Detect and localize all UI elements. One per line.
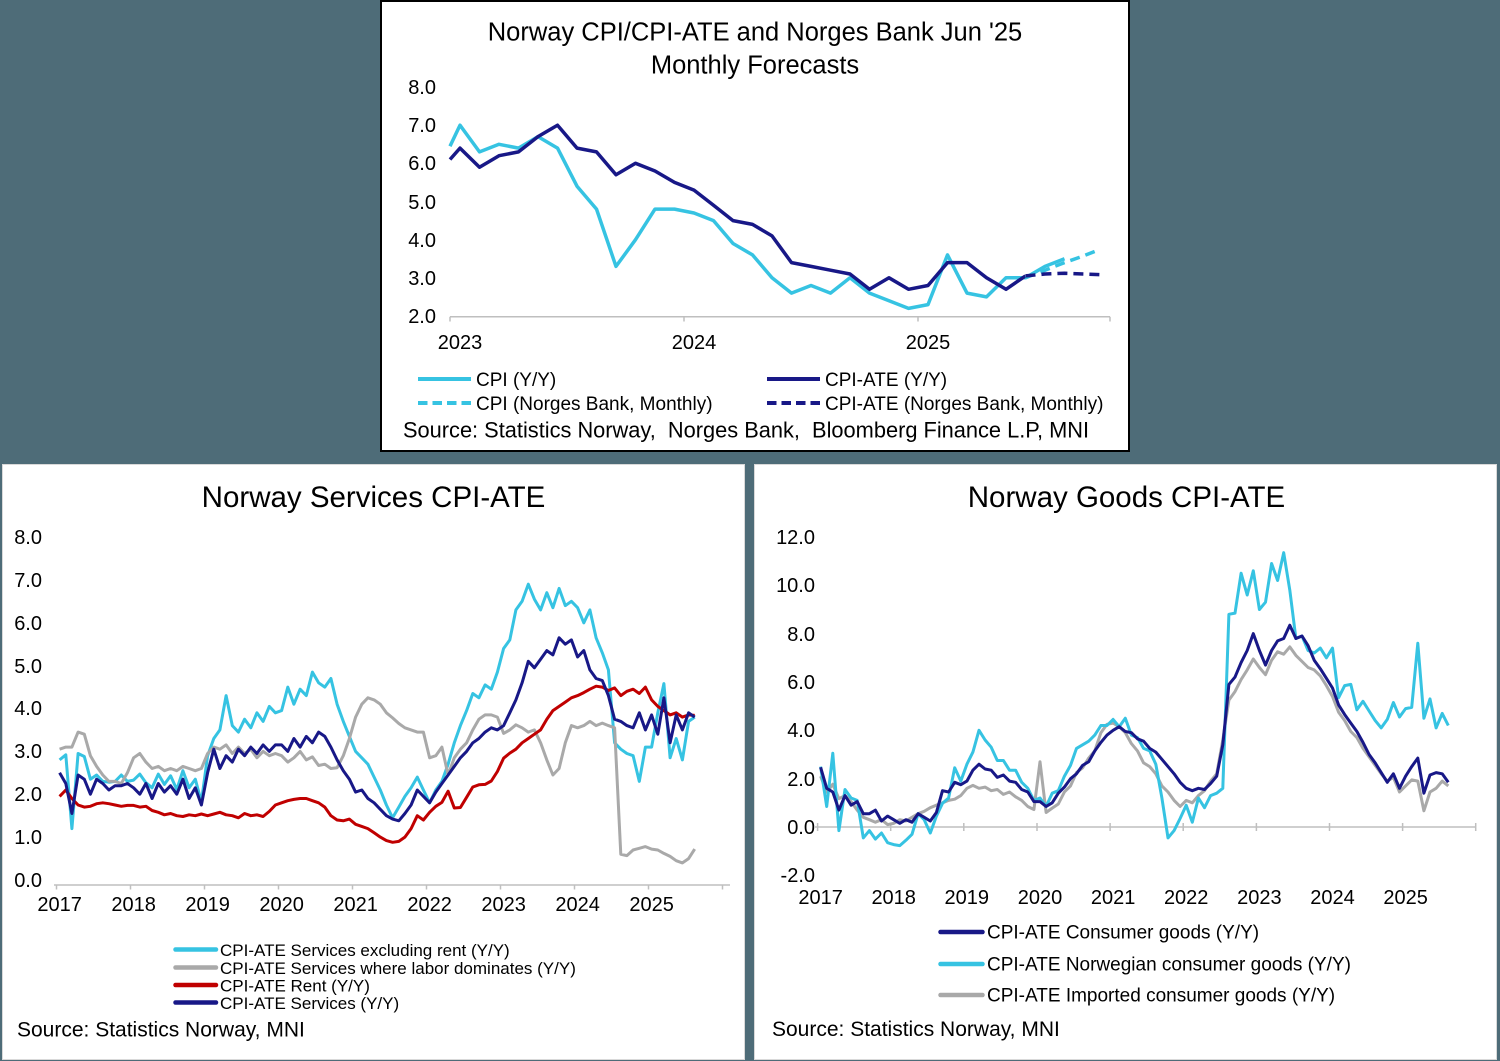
svg-text:Monthly Forecasts: Monthly Forecasts (650, 51, 858, 79)
svg-text:3.0: 3.0 (408, 268, 436, 290)
svg-text:2019: 2019 (185, 894, 230, 916)
svg-text:2.0: 2.0 (787, 769, 815, 791)
svg-text:2022: 2022 (407, 894, 452, 916)
svg-text:CPI-ATE Services excluding ren: CPI-ATE Services excluding rent (Y/Y) (220, 941, 510, 960)
svg-text:2018: 2018 (871, 887, 916, 909)
svg-text:Norway CPI/CPI-ATE and Norges: Norway CPI/CPI-ATE and Norges Bank Jun '… (487, 18, 1021, 46)
svg-text:5.0: 5.0 (14, 656, 42, 678)
svg-text:2020: 2020 (259, 894, 304, 916)
svg-text:7.0: 7.0 (14, 570, 42, 592)
svg-text:2.0: 2.0 (14, 784, 42, 806)
svg-text:2024: 2024 (555, 894, 600, 916)
svg-text:Norway Goods CPI-ATE: Norway Goods CPI-ATE (967, 481, 1285, 514)
svg-text:2021: 2021 (1090, 887, 1135, 909)
svg-text:CPI-ATE Consumer goods (Y/Y): CPI-ATE Consumer goods (Y/Y) (987, 922, 1259, 943)
svg-text:2024: 2024 (1310, 887, 1355, 909)
svg-text:CPI-ATE Imported consumer good: CPI-ATE Imported consumer goods (Y/Y) (987, 985, 1335, 1006)
svg-text:CPI-ATE (Y/Y): CPI-ATE (Y/Y) (825, 370, 947, 391)
svg-text:1.0: 1.0 (14, 827, 42, 849)
svg-text:2023: 2023 (481, 894, 526, 916)
svg-text:-2.0: -2.0 (780, 865, 814, 887)
svg-text:2025: 2025 (629, 894, 674, 916)
svg-text:2025: 2025 (1383, 887, 1428, 909)
svg-text:4.0: 4.0 (408, 230, 436, 252)
svg-text:CPI (Y/Y): CPI (Y/Y) (476, 370, 556, 391)
svg-text:6.0: 6.0 (787, 672, 815, 694)
svg-text:2018: 2018 (111, 894, 156, 916)
svg-text:CPI-ATE Rent (Y/Y): CPI-ATE Rent (Y/Y) (220, 976, 370, 995)
svg-text:2025: 2025 (905, 332, 950, 354)
svg-text:2.0: 2.0 (408, 306, 436, 328)
svg-text:4.0: 4.0 (14, 698, 42, 720)
svg-text:2024: 2024 (671, 332, 716, 354)
svg-text:2022: 2022 (1163, 887, 1208, 909)
svg-text:3.0: 3.0 (14, 741, 42, 763)
svg-text:2020: 2020 (1017, 887, 1062, 909)
svg-text:4.0: 4.0 (787, 720, 815, 742)
svg-text:CPI-ATE (Norges Bank, Monthly): CPI-ATE (Norges Bank, Monthly) (825, 394, 1103, 415)
svg-text:2017: 2017 (798, 887, 843, 909)
svg-text:2021: 2021 (333, 894, 378, 916)
svg-text:6.0: 6.0 (408, 153, 436, 175)
svg-text:12.0: 12.0 (776, 527, 815, 549)
svg-text:Source: Statistics Norway, MNI: Source: Statistics Norway, MNI (17, 1018, 305, 1041)
svg-text:2023: 2023 (437, 332, 482, 354)
svg-text:CPI (Norges Bank, Monthly): CPI (Norges Bank, Monthly) (476, 394, 713, 415)
svg-text:6.0: 6.0 (14, 613, 42, 635)
svg-text:0.0: 0.0 (14, 870, 42, 892)
svg-text:5.0: 5.0 (408, 192, 436, 214)
svg-text:10.0: 10.0 (776, 575, 815, 597)
svg-text:8.0: 8.0 (787, 624, 815, 646)
svg-text:Source: Statistics Norway, No: Source: Statistics Norway, Norges Bank, … (403, 417, 1089, 442)
svg-text:CPI-ATE Norwegian consumer goo: CPI-ATE Norwegian consumer goods (Y/Y) (987, 954, 1351, 975)
svg-text:0.0: 0.0 (787, 817, 815, 839)
svg-text:Source: Statistics Norway, MNI: Source: Statistics Norway, MNI (772, 1018, 1060, 1041)
svg-text:CPI-ATE Services where labor d: CPI-ATE Services where labor dominates (… (220, 959, 576, 978)
svg-text:2023: 2023 (1237, 887, 1282, 909)
svg-text:2019: 2019 (944, 887, 989, 909)
svg-text:7.0: 7.0 (408, 115, 436, 137)
svg-text:CPI-ATE Services (Y/Y): CPI-ATE Services (Y/Y) (220, 994, 399, 1013)
svg-text:2017: 2017 (37, 894, 82, 916)
svg-text:8.0: 8.0 (14, 527, 42, 549)
svg-text:Norway Services CPI-ATE: Norway Services CPI-ATE (201, 481, 545, 514)
svg-text:8.0: 8.0 (408, 77, 436, 99)
